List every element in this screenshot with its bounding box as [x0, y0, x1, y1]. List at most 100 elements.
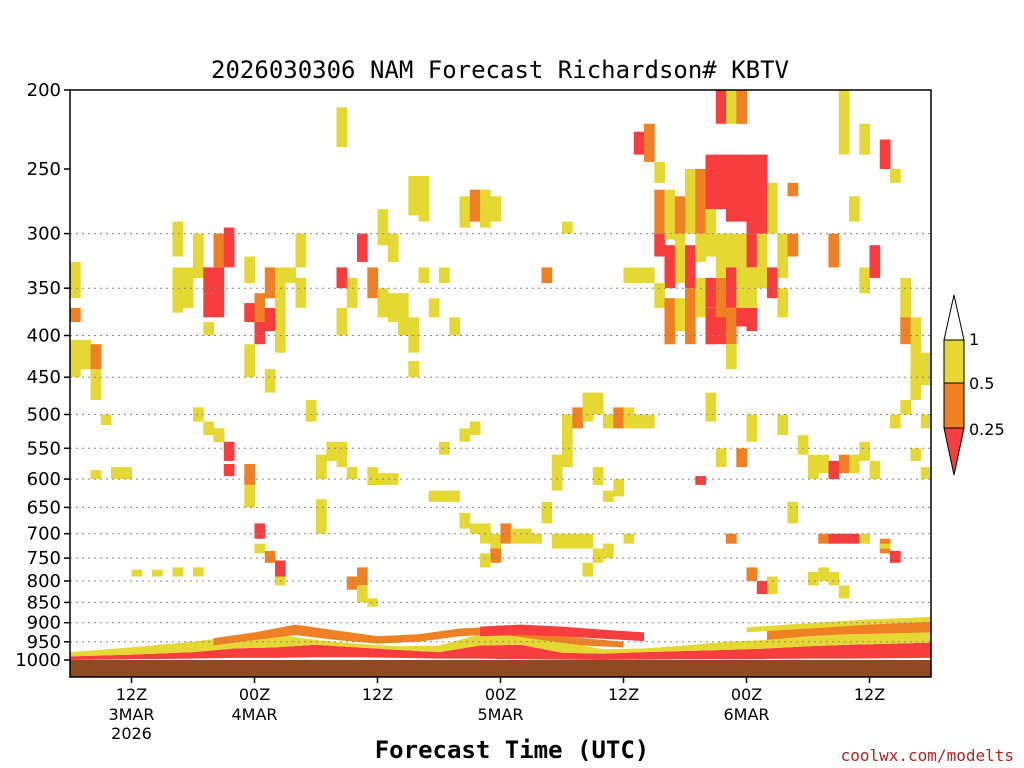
heatmap-cell [531, 533, 542, 544]
heatmap-cell [418, 267, 430, 284]
heatmap-cell [705, 277, 717, 308]
heatmap-cell [357, 585, 368, 603]
heatmap-cell [541, 267, 553, 284]
x-tick-label: 12Z [116, 685, 147, 704]
y-tick-label: 700 [27, 524, 61, 545]
heatmap-cell [213, 267, 225, 299]
legend-swatch-yellow [943, 339, 965, 384]
x-tick-label: 00Z [485, 685, 516, 704]
heatmap-cell [500, 523, 512, 544]
heatmap-cell [244, 344, 255, 378]
heatmap-cell [582, 562, 594, 577]
heatmap-cell [121, 467, 132, 480]
heatmap-cell [920, 467, 932, 480]
heatmap-cell [695, 233, 706, 262]
heatmap-cell [449, 490, 460, 502]
heatmap-cell [582, 392, 594, 422]
legend-label-1: 1 [969, 330, 979, 349]
heatmap-cell [562, 428, 573, 468]
heatmap-cell [254, 293, 266, 322]
heatmap-cell [275, 298, 286, 327]
heatmap-cell [603, 543, 614, 559]
heatmap-cell [408, 361, 419, 378]
heatmap-cell [469, 421, 481, 436]
heatmap-cell [879, 543, 891, 549]
heatmap-cell [859, 123, 870, 155]
heatmap-cell [131, 569, 143, 577]
heatmap-cell [70, 261, 81, 299]
heatmap-cell [818, 454, 829, 474]
heatmap-cell [562, 221, 573, 234]
heatmap-cell [879, 139, 891, 169]
heatmap-cell [777, 414, 788, 436]
heatmap-cell [644, 414, 655, 429]
heatmap-cell [685, 169, 696, 234]
heatmap-cell [592, 467, 604, 485]
band-y [746, 616, 931, 633]
heatmap-cell [213, 293, 225, 318]
heatmap-cell [746, 307, 758, 332]
y-tick-label: 450 [27, 367, 61, 388]
heatmap-cell [244, 256, 255, 284]
y-tick-label: 900 [27, 613, 61, 634]
heatmap-cell [715, 448, 727, 468]
heatmap-cell [685, 288, 696, 345]
heatmap-cell [910, 317, 922, 353]
heatmap-cell [654, 283, 665, 308]
y-tick-label: 600 [27, 469, 61, 490]
y-axis: 200 250 300 350 400 450 500 550 600 650 700 7508008… [15, 80, 70, 671]
heatmap-cell [613, 407, 624, 429]
y-tick-label: 800 [27, 571, 61, 592]
heatmap-cell [439, 267, 450, 284]
heatmap-cell [746, 414, 758, 442]
y-tick-label: 850 [27, 592, 61, 613]
heatmap-cell [439, 490, 450, 502]
heatmap-cell [623, 407, 635, 429]
heatmap-cell [336, 441, 348, 468]
heatmap-cell [890, 414, 901, 429]
heatmap-cell [674, 233, 686, 284]
heatmap-cell [264, 267, 276, 299]
heatmap-cell [777, 233, 788, 278]
heatmap-cell [705, 209, 717, 257]
heatmap-cell [346, 576, 358, 590]
heatmap-cell [213, 233, 225, 268]
y-tick-label: 300 [27, 224, 61, 245]
heatmap-cell [182, 267, 194, 308]
heatmap-cell [254, 321, 266, 345]
x-tick-label: 12Z [854, 685, 885, 704]
heatmap-cell [674, 298, 686, 332]
legend-label-0-25: 0.25 [969, 420, 1005, 439]
heatmap-cell [695, 169, 706, 234]
legend-swatch-red [943, 427, 965, 476]
heatmap-cell [808, 572, 819, 586]
heatmap-cell [223, 441, 235, 461]
heatmap-cell [695, 277, 706, 318]
heatmap-cell [572, 533, 583, 549]
x-tick-date: 3MAR [108, 705, 154, 724]
heatmap-cell [849, 454, 860, 474]
heatmap-cells [70, 90, 932, 607]
surface-bar [70, 660, 931, 677]
heatmap-cell [223, 227, 235, 268]
y-tick-label: 950 [27, 632, 61, 653]
heatmap-cell [490, 533, 501, 549]
heatmap-cell [377, 209, 389, 246]
band-y [70, 632, 931, 657]
heatmap-cell [869, 245, 881, 278]
heatmap-cell [705, 392, 717, 422]
heatmap-cell [100, 414, 112, 425]
heatmap-cell [633, 131, 645, 155]
chart-title: 2026030306 NAM Forecast Richardson# KBTV [211, 56, 789, 84]
heatmap-cell [367, 467, 378, 485]
heatmap-cell [336, 307, 348, 336]
heatmap-cell [859, 267, 870, 294]
heatmap-cell [900, 400, 911, 415]
heatmap-cell [767, 267, 778, 299]
heatmap-cell [111, 467, 122, 480]
heatmap-cell [705, 307, 717, 345]
heatmap-cell [336, 107, 348, 148]
heatmap-cell [459, 428, 471, 442]
